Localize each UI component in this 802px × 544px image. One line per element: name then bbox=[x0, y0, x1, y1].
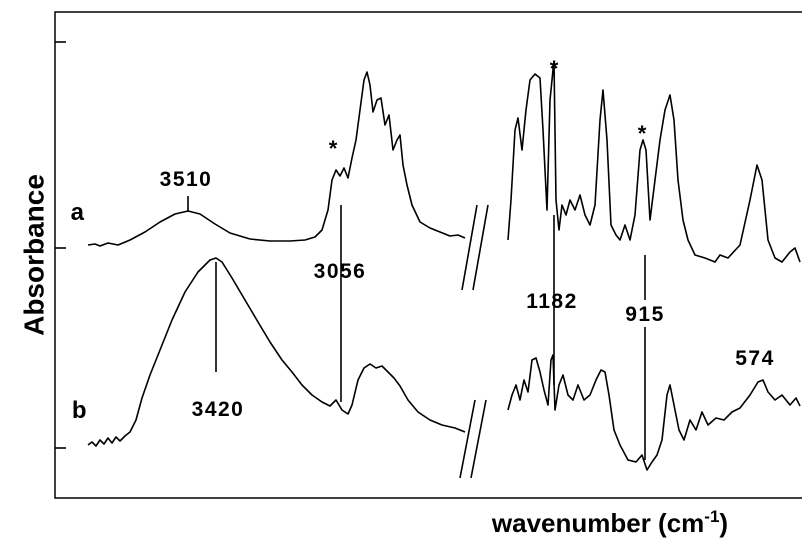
break-mark bbox=[459, 399, 476, 479]
marker: * bbox=[638, 121, 647, 146]
trace-label: b bbox=[72, 397, 88, 424]
peak-label: 3056 bbox=[314, 260, 367, 283]
x-axis-label: wavenumber (cm-1) bbox=[491, 507, 728, 538]
x-label-close: ) bbox=[719, 508, 728, 538]
spectrum-a bbox=[87, 71, 466, 247]
y-axis-label: Absorbance bbox=[18, 174, 49, 336]
break-mark bbox=[470, 399, 487, 479]
trace-label: a bbox=[71, 199, 86, 226]
spectrum-a-right bbox=[507, 61, 801, 263]
spectrum-b-right bbox=[507, 354, 801, 471]
marker: * bbox=[329, 136, 338, 161]
peak-label: 915 bbox=[625, 303, 665, 326]
marker: * bbox=[550, 56, 559, 81]
x-label-sup: -1 bbox=[704, 507, 719, 526]
peak-label: 3510 bbox=[160, 168, 213, 191]
plot-frame bbox=[54, 11, 802, 499]
peak-label: 574 bbox=[735, 347, 775, 370]
break-mark bbox=[472, 204, 489, 291]
spectrum-b bbox=[87, 257, 466, 447]
peak-label: 3420 bbox=[192, 398, 245, 421]
peak-label: 1182 bbox=[526, 290, 578, 313]
break-mark bbox=[461, 204, 478, 291]
x-label-text: wavenumber (cm bbox=[491, 508, 704, 538]
